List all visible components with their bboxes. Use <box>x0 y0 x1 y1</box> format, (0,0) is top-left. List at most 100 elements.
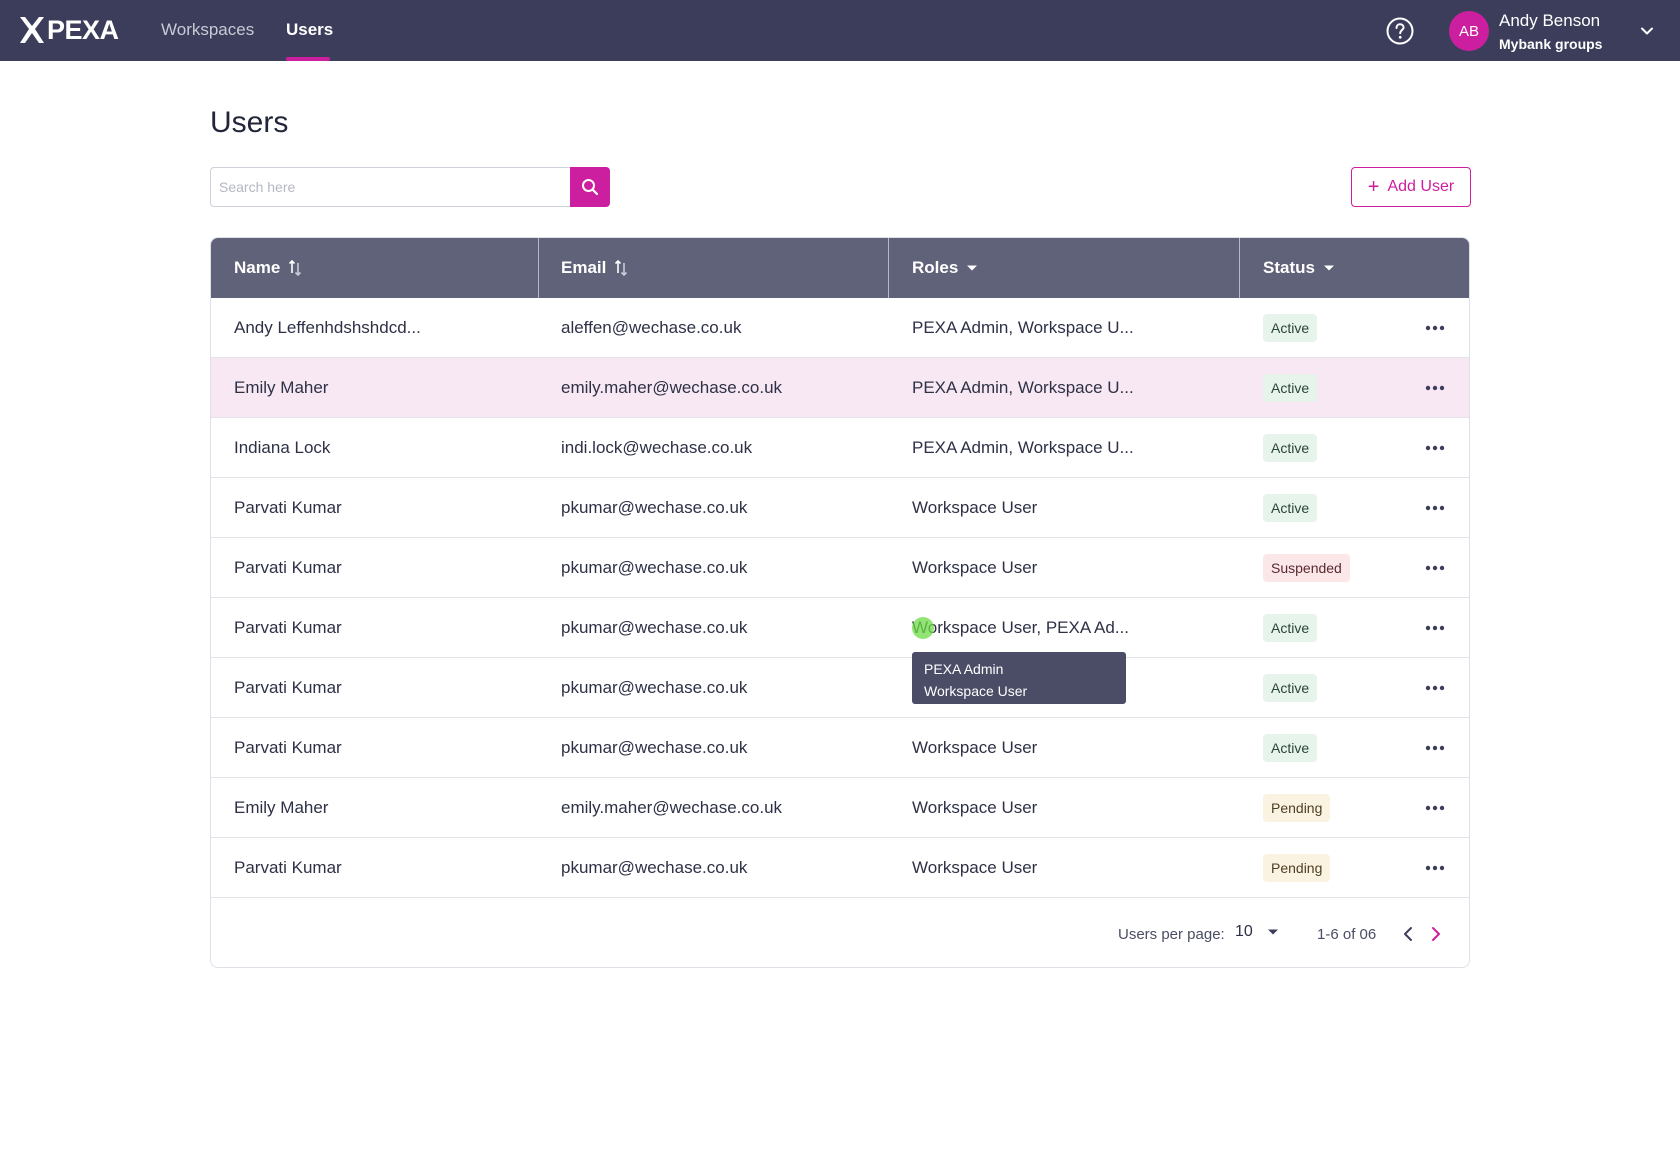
users-table: Name Email Roles Status <box>210 237 1470 968</box>
plus-icon: + <box>1367 176 1380 198</box>
caret-down-icon <box>1267 929 1278 935</box>
sort-icon <box>615 259 628 277</box>
cell-email: pkumar@wechase.co.uk <box>561 618 748 637</box>
users-per-page-value: 10 <box>1235 923 1253 940</box>
status-badge: Active <box>1263 434 1318 462</box>
table-row[interactable]: Parvati Kumar pkumar@wechase.co.uk Workspa… <box>211 598 1469 658</box>
nav-active-indicator <box>286 57 330 61</box>
table-row[interactable]: Andy Leffenhdshshdcd... aleffen@wechase.c… <box>211 298 1469 358</box>
cell-email: indi.lock@wechase.co.uk <box>561 438 753 457</box>
column-header-label: Roles <box>912 258 959 277</box>
cell-roles: PEXA Admin, Workspace U... <box>912 378 1134 397</box>
cell-email: emily.maher@wechase.co.uk <box>561 798 783 817</box>
next-page-icon[interactable] <box>1429 926 1443 942</box>
more-options-icon[interactable] <box>1424 622 1446 634</box>
table-row[interactable]: Parvati Kumar pkumar@wechase.co.uk Workspa… <box>211 838 1469 898</box>
table-row[interactable]: Emily Maher emily.maher@wechase.co.uk PEXA… <box>211 358 1469 418</box>
table-row[interactable]: Emily Maher emily.maher@wechase.co.uk Work… <box>211 778 1469 838</box>
cell-roles: Workspace User <box>912 558 1038 577</box>
cell-name: Parvati Kumar <box>234 738 342 757</box>
more-options-icon[interactable] <box>1424 802 1446 814</box>
status-badge: Active <box>1263 314 1318 342</box>
cell-name: Parvati Kumar <box>234 618 342 637</box>
add-user-button[interactable]: + Add User <box>1351 167 1471 207</box>
cell-email: pkumar@wechase.co.uk <box>561 498 748 517</box>
column-header-status[interactable]: Status <box>1263 238 1335 298</box>
roles-tooltip: PEXA Admin Workspace User <box>912 652 1126 704</box>
user-avatar[interactable]: AB <box>1449 11 1489 51</box>
more-options-icon[interactable] <box>1424 742 1446 754</box>
cell-email: pkumar@wechase.co.uk <box>561 858 748 877</box>
table-row[interactable]: Parvati Kumar pkumar@wechase.co.uk Active <box>211 658 1469 718</box>
cell-name: Emily Maher <box>234 378 329 397</box>
more-options-icon[interactable] <box>1424 382 1446 394</box>
status-badge: Active <box>1263 674 1318 702</box>
status-badge: Suspended <box>1263 554 1350 582</box>
cell-name: Parvati Kumar <box>234 558 342 577</box>
column-header-label: Name <box>234 258 281 277</box>
cell-email: pkumar@wechase.co.uk <box>561 558 748 577</box>
table-row[interactable]: Parvati Kumar pkumar@wechase.co.uk Workspa… <box>211 718 1469 778</box>
cell-name: Emily Maher <box>234 798 329 817</box>
users-per-page-select[interactable]: 10 <box>1235 923 1279 941</box>
cursor-indicator <box>912 617 934 639</box>
top-navigation-bar: PEXA Workspaces Users AB Andy Benson Myb… <box>0 0 1680 61</box>
sort-icon <box>289 259 302 277</box>
caret-down-icon <box>967 265 978 271</box>
column-header-roles[interactable]: Roles <box>912 238 978 298</box>
more-options-icon[interactable] <box>1424 502 1446 514</box>
column-separator <box>1239 238 1240 298</box>
cell-roles: Workspace User <box>912 498 1038 517</box>
cell-name: Parvati Kumar <box>234 678 342 697</box>
caret-down-icon <box>1323 265 1334 271</box>
cell-email: pkumar@wechase.co.uk <box>561 738 748 757</box>
status-badge: Active <box>1263 734 1318 762</box>
search-icon <box>582 179 599 196</box>
cell-email: aleffen@wechase.co.uk <box>561 318 742 337</box>
column-header-name[interactable]: Name <box>234 238 302 298</box>
column-header-label: Email <box>561 258 607 277</box>
more-options-icon[interactable] <box>1424 442 1446 454</box>
nav-users[interactable]: Users <box>286 20 334 39</box>
help-icon[interactable] <box>1386 17 1414 45</box>
users-per-page-label: Users per page: <box>1118 926 1225 943</box>
nav-workspaces[interactable]: Workspaces <box>161 20 255 39</box>
user-name: Andy Benson <box>1499 11 1601 30</box>
chevron-down-icon[interactable] <box>1640 24 1654 38</box>
cell-roles: PEXA Admin, Workspace U... <box>912 318 1134 337</box>
table-row[interactable]: Parvati Kumar pkumar@wechase.co.uk Workspa… <box>211 538 1469 598</box>
status-badge: Pending <box>1263 854 1331 882</box>
cell-roles: Workspace User <box>912 798 1038 817</box>
cell-email: pkumar@wechase.co.uk <box>561 678 748 697</box>
cell-name: Indiana Lock <box>234 438 331 457</box>
cell-name: Parvati Kumar <box>234 498 342 517</box>
cell-name: Parvati Kumar <box>234 858 342 877</box>
column-separator <box>538 238 539 298</box>
pagination-range: 1-6 of 06 <box>1317 926 1377 943</box>
search-input[interactable] <box>210 167 570 207</box>
status-badge: Active <box>1263 374 1318 402</box>
page-title: Users <box>210 106 289 139</box>
column-separator <box>888 238 889 298</box>
user-organisation: Mybank groups <box>1499 36 1603 52</box>
search-button[interactable] <box>570 167 610 207</box>
add-user-label: Add User <box>1387 178 1455 195</box>
more-options-icon[interactable] <box>1424 682 1446 694</box>
more-options-icon[interactable] <box>1424 562 1446 574</box>
table-row[interactable]: Indiana Lock indi.lock@wechase.co.uk PEXA … <box>211 418 1469 478</box>
pexa-logo[interactable]: PEXA <box>19 14 119 46</box>
column-header-label: Status <box>1263 258 1315 277</box>
more-options-icon[interactable] <box>1424 322 1446 334</box>
more-options-icon[interactable] <box>1424 862 1446 874</box>
previous-page-icon[interactable] <box>1401 926 1415 942</box>
pexa-x-mark-icon <box>20 17 44 43</box>
status-badge: Active <box>1263 614 1318 642</box>
status-badge: Pending <box>1263 794 1331 822</box>
tooltip-line: PEXA Admin <box>924 661 1004 677</box>
table-row[interactable]: Parvati Kumar pkumar@wechase.co.uk Workspa… <box>211 478 1469 538</box>
logo-text: PEXA <box>47 14 119 45</box>
tooltip-line: Workspace User <box>924 683 1028 699</box>
table-header: Name Email Roles Status <box>211 238 1469 298</box>
cell-roles: PEXA Admin, Workspace U... <box>912 438 1134 457</box>
column-header-email[interactable]: Email <box>561 238 628 298</box>
